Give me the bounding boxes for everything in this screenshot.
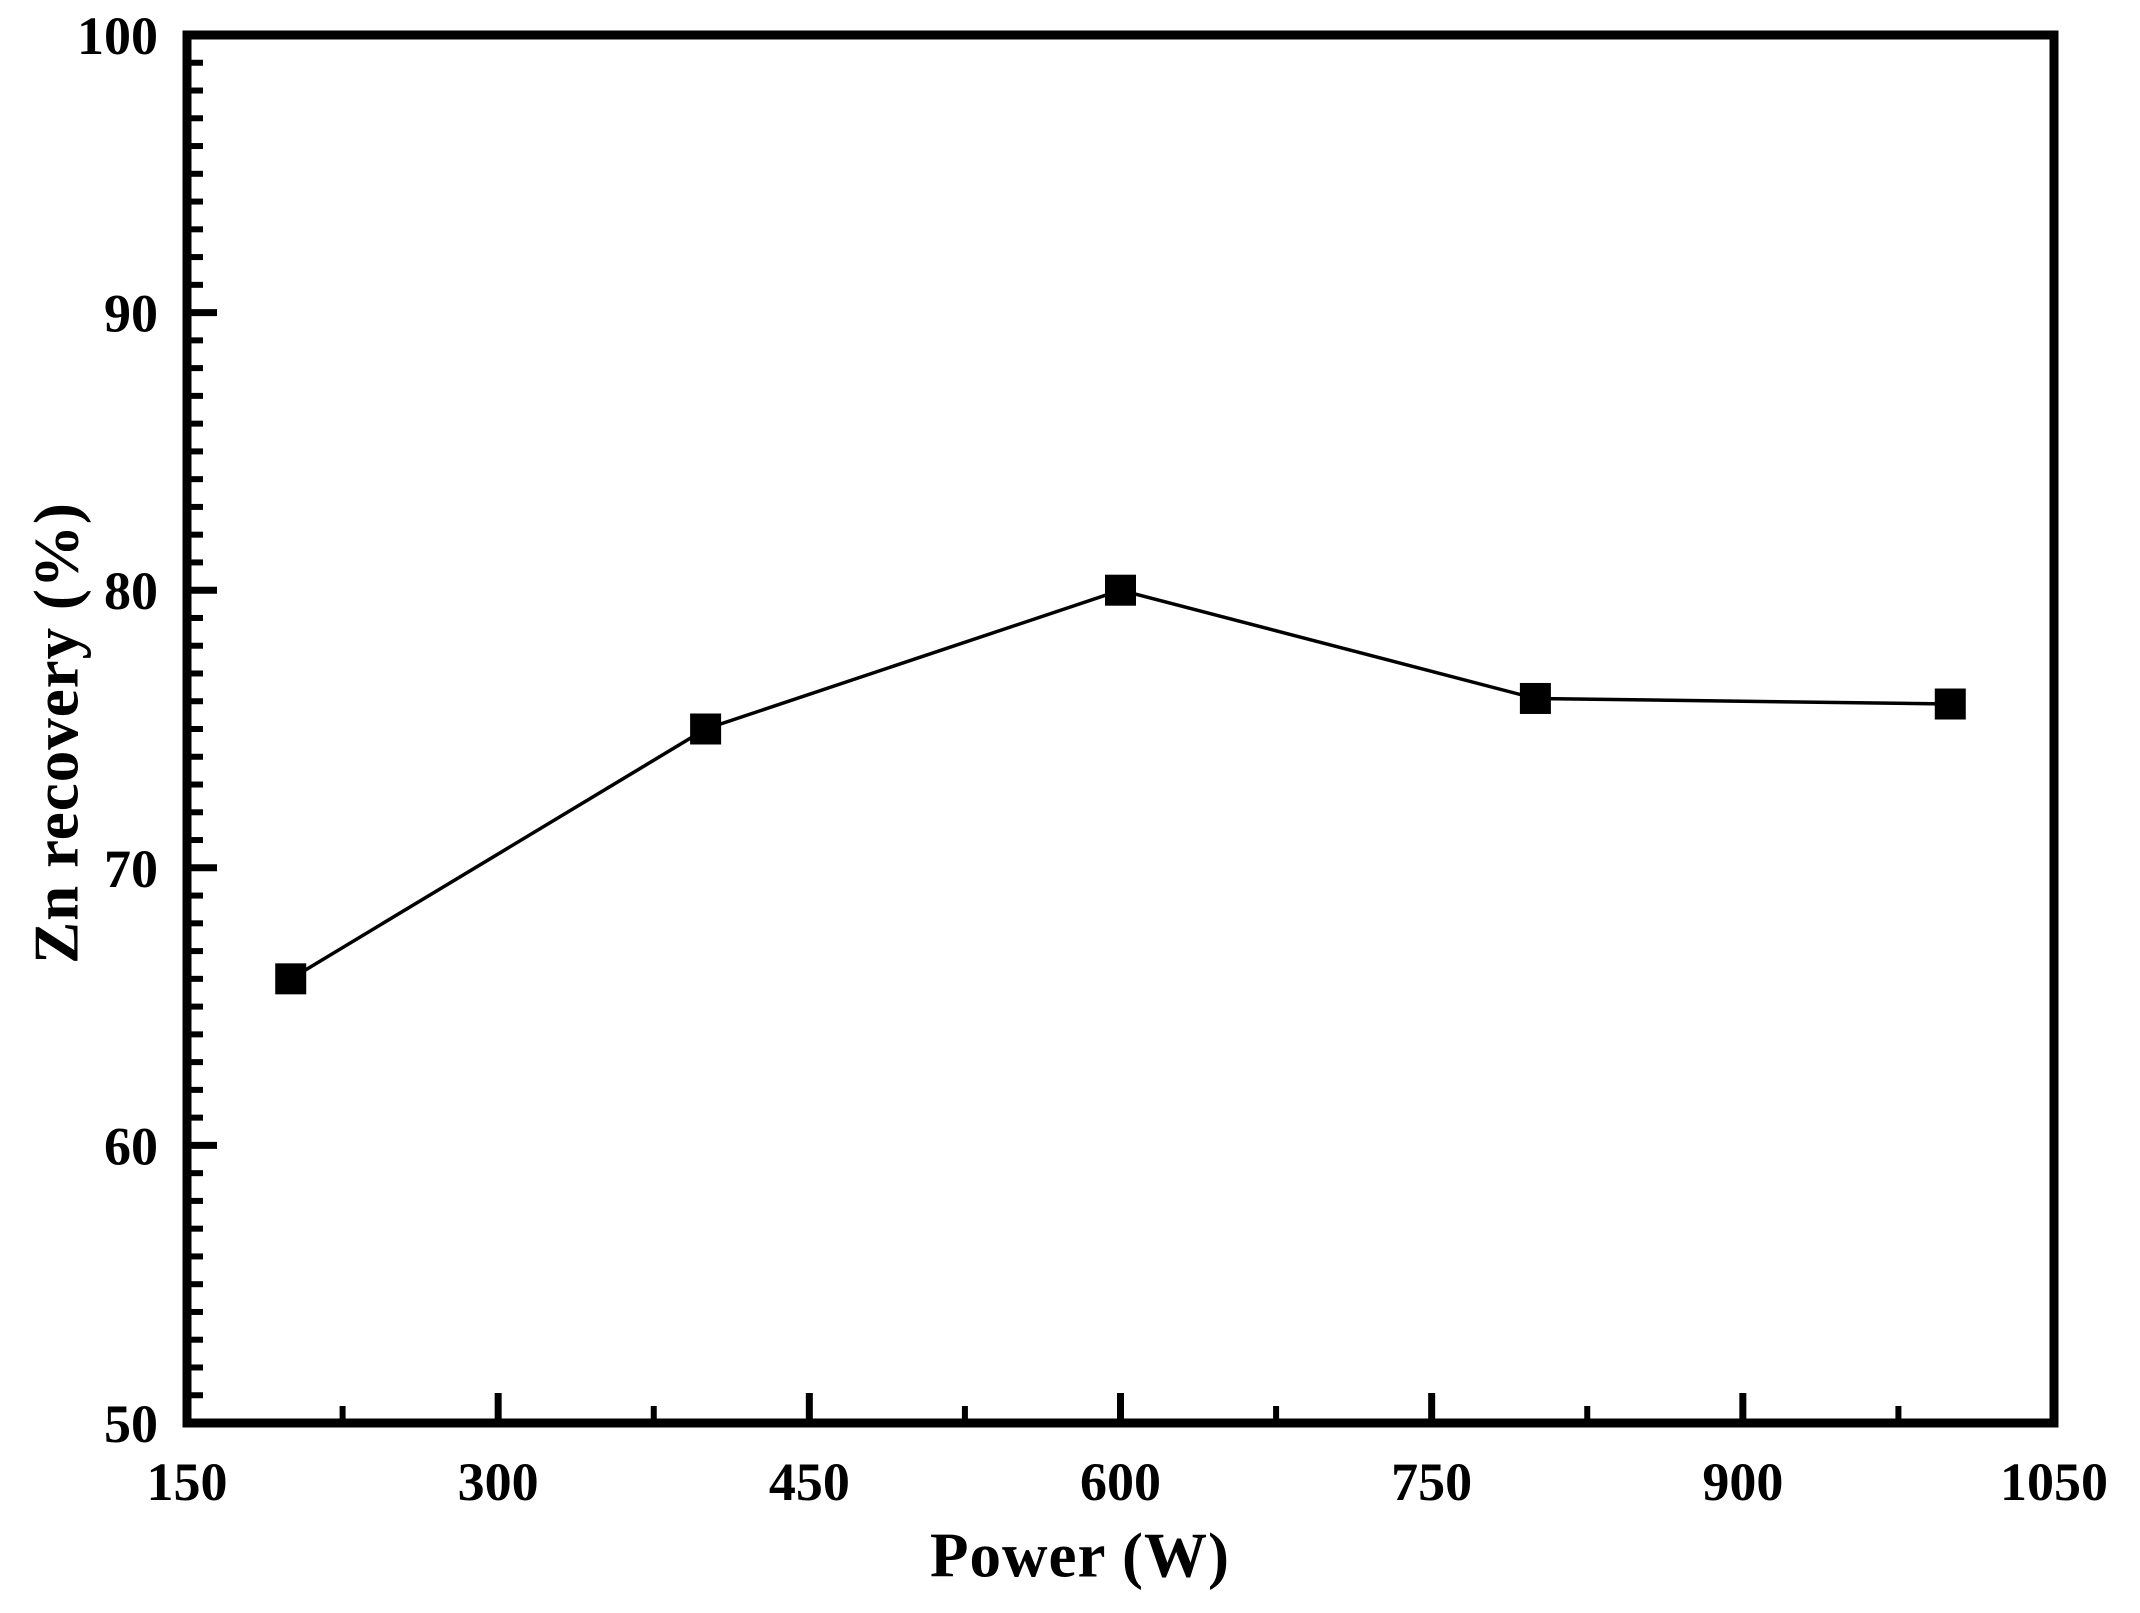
- x-tick-label: 750: [1391, 1452, 1472, 1512]
- x-tick-label: 600: [1080, 1452, 1161, 1512]
- y-tick-label: 100: [77, 6, 158, 66]
- y-tick-label: 60: [104, 1116, 158, 1176]
- y-axis-title: Zn recovery (%): [21, 502, 92, 964]
- data-point-marker: [1934, 688, 1966, 720]
- x-tick-label: 450: [769, 1452, 850, 1512]
- y-tick-labels: 50 60 70 80 90 100: [77, 6, 158, 1454]
- data-point-marker: [1519, 682, 1551, 714]
- x-tick-label: 150: [147, 1452, 228, 1512]
- y-tick-label: 70: [104, 839, 158, 899]
- y-tick-label: 50: [104, 1394, 158, 1454]
- x-tick-labels: 150 300 450 600 750 900 1050: [147, 1452, 2109, 1512]
- data-markers: [275, 574, 1966, 995]
- x-tick-label: 1050: [2000, 1452, 2108, 1512]
- plot-frame: [182, 30, 2059, 1428]
- data-point-marker: [275, 963, 307, 995]
- x-tick-label: 900: [1702, 1452, 1783, 1512]
- x-axis-title: Power (W): [930, 1520, 1230, 1591]
- x-tick-label: 300: [458, 1452, 539, 1512]
- y-tick-label: 80: [104, 561, 158, 621]
- y-axis-ticks: [191, 31, 217, 1427]
- data-point-marker: [1105, 574, 1136, 606]
- data-point-marker: [690, 713, 722, 745]
- data-line: [289, 588, 1951, 981]
- x-axis-ticks: [183, 1393, 2058, 1419]
- y-tick-label: 90: [104, 284, 158, 344]
